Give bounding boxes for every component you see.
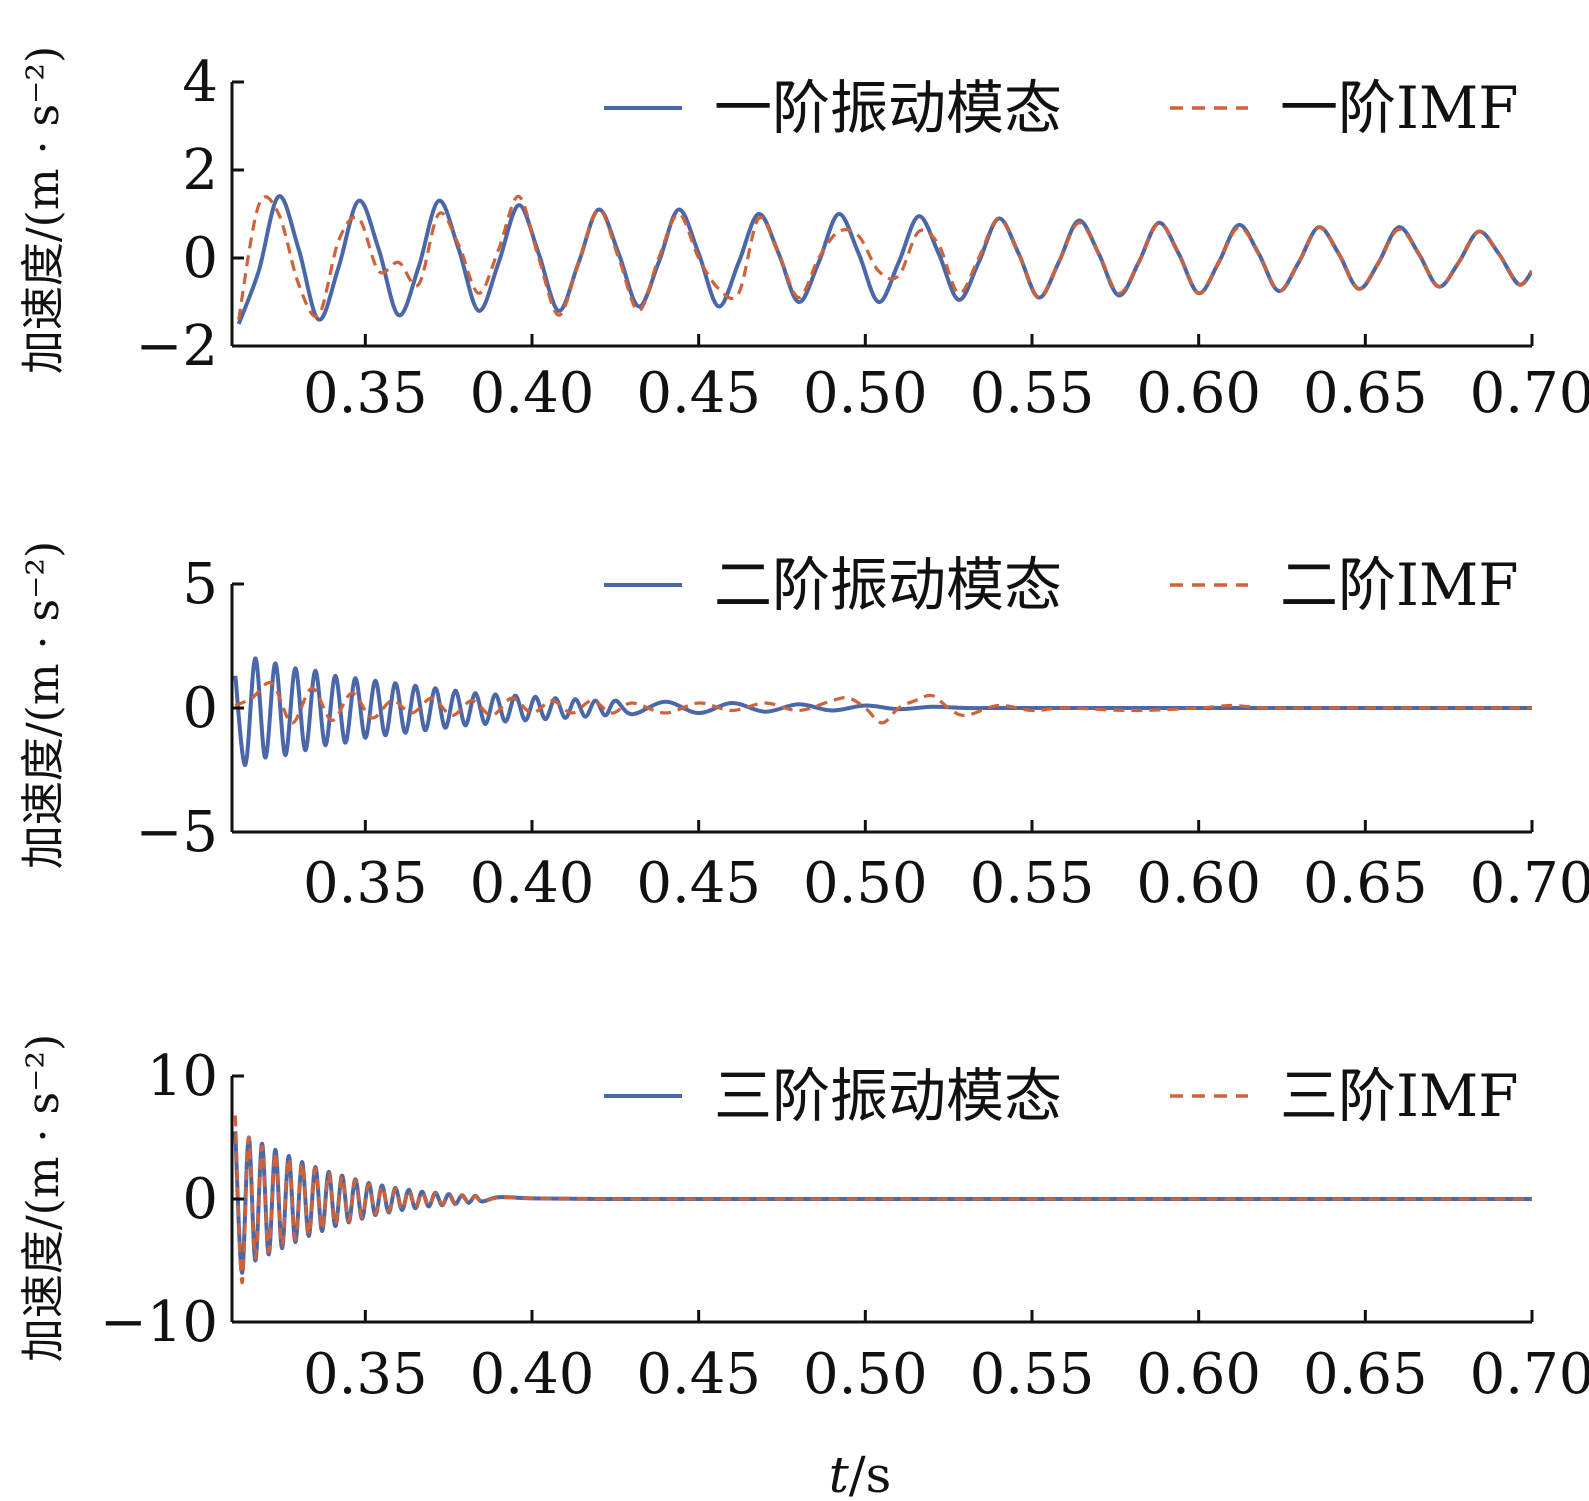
legend: 二阶振动模态 二阶IMF — [604, 551, 1519, 619]
x-tick-label: 0.45 — [636, 361, 761, 426]
x-tick-label: 0.50 — [803, 851, 928, 916]
x-tick-label: 0.40 — [470, 851, 595, 916]
legend: 一阶振动模态 一阶IMF — [604, 74, 1519, 142]
y-tick-label: 4 — [182, 50, 218, 115]
x-axis-label-unit: /s — [849, 1446, 892, 1501]
series-line-mode — [236, 194, 1532, 325]
x-tick-label: 0.50 — [803, 1342, 928, 1407]
y-tick-label: 0 — [182, 226, 218, 291]
legend-label-imf: 一阶IMF — [1280, 74, 1519, 142]
y-tick-label: −10 — [100, 1290, 218, 1355]
x-tick-label: 0.35 — [303, 851, 428, 916]
series-line-imf — [233, 1115, 1532, 1285]
y-axis-label: 加速度/(m · s⁻²) — [18, 1034, 69, 1362]
x-tick-label: 0.40 — [470, 361, 595, 426]
y-tick-label: −2 — [135, 314, 218, 379]
x-tick-label: 0.55 — [970, 1342, 1095, 1407]
y-axis-label: 加速度/(m · s⁻²) — [18, 541, 69, 869]
x-tick-label: 0.65 — [1303, 1342, 1428, 1407]
x-tick-label: 0.60 — [1136, 361, 1261, 426]
x-tick-label: 0.60 — [1136, 851, 1261, 916]
x-tick-label: 0.50 — [803, 361, 928, 426]
series-line-mode — [233, 656, 1532, 768]
y-tick-label: 5 — [182, 552, 218, 617]
panel-3: 10 0 −10 0.35 0.40 0.45 0.50 0.55 0.60 0.65 0.70 加速… — [18, 1034, 1589, 1407]
legend-label-mode: 一阶振动模态 — [714, 74, 1062, 142]
x-axis-label: t/s — [829, 1446, 892, 1501]
y-tick-label: 0 — [182, 676, 218, 741]
y-axis-label: 加速度/(m · s⁻²) — [18, 46, 69, 374]
y-tick-label: 0 — [182, 1167, 218, 1232]
legend-label-mode: 三阶振动模态 — [714, 1062, 1062, 1130]
x-tick-label: 0.65 — [1303, 851, 1428, 916]
y-tick-label: −5 — [135, 800, 218, 865]
series-line-mode — [233, 1131, 1532, 1275]
legend-label-mode: 二阶振动模态 — [714, 551, 1062, 619]
x-tick-label: 0.35 — [303, 1342, 428, 1407]
panel-1: 4 2 0 −2 0.35 0.40 0.45 0.50 0.55 0.60 0.65 0.70 加速度… — [18, 46, 1589, 426]
legend-label-imf: 三阶IMF — [1280, 1062, 1519, 1130]
x-tick-label: 0.65 — [1303, 361, 1428, 426]
panel-2: 5 0 −5 0.35 0.40 0.45 0.50 0.55 0.60 0.65 0.70 加速度/… — [18, 541, 1589, 916]
x-tick-label: 0.55 — [970, 361, 1095, 426]
x-tick-label: 0.55 — [970, 851, 1095, 916]
x-tick-label: 0.60 — [1136, 1342, 1261, 1407]
legend: 三阶振动模态 三阶IMF — [604, 1062, 1519, 1130]
y-tick-label: 2 — [182, 138, 218, 203]
series-line-imf — [234, 680, 1532, 725]
x-tick-label: 0.45 — [636, 1342, 761, 1407]
y-tick-label: 10 — [147, 1044, 218, 1109]
x-tick-label: 0.40 — [470, 1342, 595, 1407]
x-tick-label: 0.35 — [303, 361, 428, 426]
x-axis-label-var: t — [829, 1446, 850, 1501]
series-line-imf — [237, 194, 1532, 320]
x-tick-label: 0.70 — [1470, 851, 1589, 916]
legend-label-imf: 二阶IMF — [1280, 551, 1519, 619]
x-tick-label: 0.70 — [1470, 361, 1589, 426]
x-tick-label: 0.70 — [1470, 1342, 1589, 1407]
x-tick-label: 0.45 — [636, 851, 761, 916]
